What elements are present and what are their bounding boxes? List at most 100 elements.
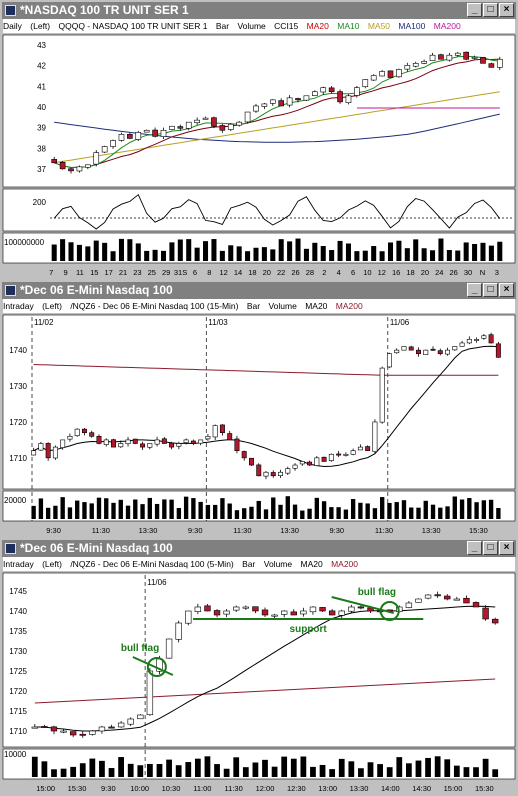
- candle: [152, 129, 158, 137]
- ma200-label: MA200: [331, 559, 359, 569]
- volume-bar: [300, 756, 307, 777]
- volume-bar: [133, 499, 138, 519]
- candle: [446, 54, 453, 61]
- volume-bar: [310, 766, 316, 777]
- volume-bar: [147, 497, 152, 519]
- date-tick-label: 16: [392, 268, 400, 277]
- candle: [227, 433, 233, 441]
- title-bar[interactable]: *Dec 06 E-Mini Nasdaq 100 _ □ ×: [2, 282, 516, 299]
- volume-bar: [204, 756, 211, 777]
- volume-bar: [261, 247, 267, 261]
- candle: [488, 334, 494, 344]
- fifteen-minute-chart[interactable]: 11/02 11/03 11/06 1740 1730 1720 1710 20000 9:30…: [0, 313, 518, 538]
- volume-bar: [434, 756, 441, 777]
- candle: [444, 595, 451, 600]
- volume-bar: [270, 249, 276, 261]
- time-tick-label: 12:00: [256, 784, 275, 793]
- type-label: Bar: [246, 301, 261, 311]
- candle: [394, 349, 400, 354]
- candle: [269, 99, 276, 104]
- volume-bar: [31, 505, 36, 519]
- ma20-label: MA20: [300, 559, 323, 569]
- maximize-button[interactable]: □: [483, 283, 498, 297]
- volume-bar: [455, 250, 461, 261]
- volume-bar: [459, 499, 465, 519]
- date-tick-label: 26: [450, 268, 458, 277]
- candle: [98, 726, 106, 732]
- candle: [434, 594, 441, 597]
- volume-bar: [401, 500, 407, 519]
- minimize-button[interactable]: _: [467, 3, 482, 17]
- candle: [482, 607, 489, 620]
- time-tick-label: 9:30: [101, 784, 116, 793]
- volume-bar: [438, 238, 444, 261]
- title-bar[interactable]: *Dec 06 E-Mini Nasdaq 100 _ □ ×: [2, 540, 516, 557]
- candle: [233, 606, 240, 611]
- volume-bar: [160, 250, 167, 261]
- volume-bar: [492, 769, 499, 777]
- candle: [244, 111, 251, 123]
- maximize-button[interactable]: □: [483, 541, 498, 555]
- candle: [278, 471, 284, 476]
- window-title: *Dec 06 E-Mini Nasdaq 100: [20, 541, 173, 555]
- candle: [108, 726, 115, 729]
- scale-label: (Left): [30, 21, 51, 31]
- date-tick-label: 7: [49, 268, 53, 277]
- type-label: Bar: [242, 559, 256, 569]
- volume-bar: [211, 239, 217, 261]
- volume-bar: [262, 759, 268, 777]
- candle: [67, 436, 73, 440]
- candle: [379, 71, 385, 77]
- maximize-button[interactable]: □: [483, 3, 498, 17]
- candle: [421, 60, 427, 64]
- volume-bar: [203, 241, 209, 261]
- volume-bar: [312, 242, 318, 261]
- candle: [103, 439, 109, 445]
- volume-bar: [219, 250, 225, 261]
- volume-bar: [372, 508, 378, 519]
- price-tick-label: 1740: [9, 607, 27, 616]
- price-tick-label: 1720: [9, 687, 27, 696]
- time-tick-label: 11:30: [375, 526, 393, 535]
- volume-bar: [76, 244, 82, 261]
- volume-bar: [38, 498, 44, 519]
- five-minute-chart[interactable]: 11/06 support bull flag bull flag 1745 1740 17…: [0, 571, 518, 796]
- date-tick-label: 14: [234, 268, 242, 277]
- volume-label: Volume: [263, 559, 293, 569]
- session-label: 11/06: [147, 578, 167, 587]
- candle: [117, 722, 125, 728]
- volume-bar: [198, 501, 203, 519]
- candle: [175, 622, 182, 640]
- volume-bar: [186, 239, 192, 261]
- volume-bar: [99, 760, 105, 777]
- price-tick-label: 42: [37, 62, 46, 71]
- volume-bar: [472, 244, 478, 261]
- candle: [127, 718, 134, 725]
- volume-bar: [343, 509, 349, 519]
- volume-bar: [214, 764, 220, 777]
- volume-bar: [413, 239, 419, 261]
- candle: [328, 610, 336, 616]
- close-button[interactable]: ×: [499, 283, 514, 297]
- minimize-button[interactable]: _: [467, 283, 482, 297]
- price-tick-label: 1730: [9, 647, 27, 656]
- volume-bar: [118, 238, 124, 261]
- volume-bar: [176, 508, 182, 519]
- minimize-button[interactable]: _: [467, 541, 482, 555]
- volume-bar: [406, 763, 412, 777]
- close-button[interactable]: ×: [499, 541, 514, 555]
- volume-bar: [404, 248, 410, 261]
- volume-bar: [387, 502, 392, 519]
- volume-bar: [175, 765, 182, 777]
- price-tick-label: 1730: [9, 382, 27, 391]
- time-tick-label: 12:30: [287, 784, 306, 793]
- candle: [234, 438, 240, 451]
- close-button[interactable]: ×: [499, 3, 514, 17]
- candle: [463, 597, 470, 604]
- volume-bar: [147, 763, 153, 777]
- candle: [415, 598, 422, 603]
- title-bar[interactable]: *NASDAQ 100 TR UNIT SER 1 _ □ ×: [2, 2, 516, 19]
- candle: [345, 95, 352, 103]
- candle: [459, 342, 465, 347]
